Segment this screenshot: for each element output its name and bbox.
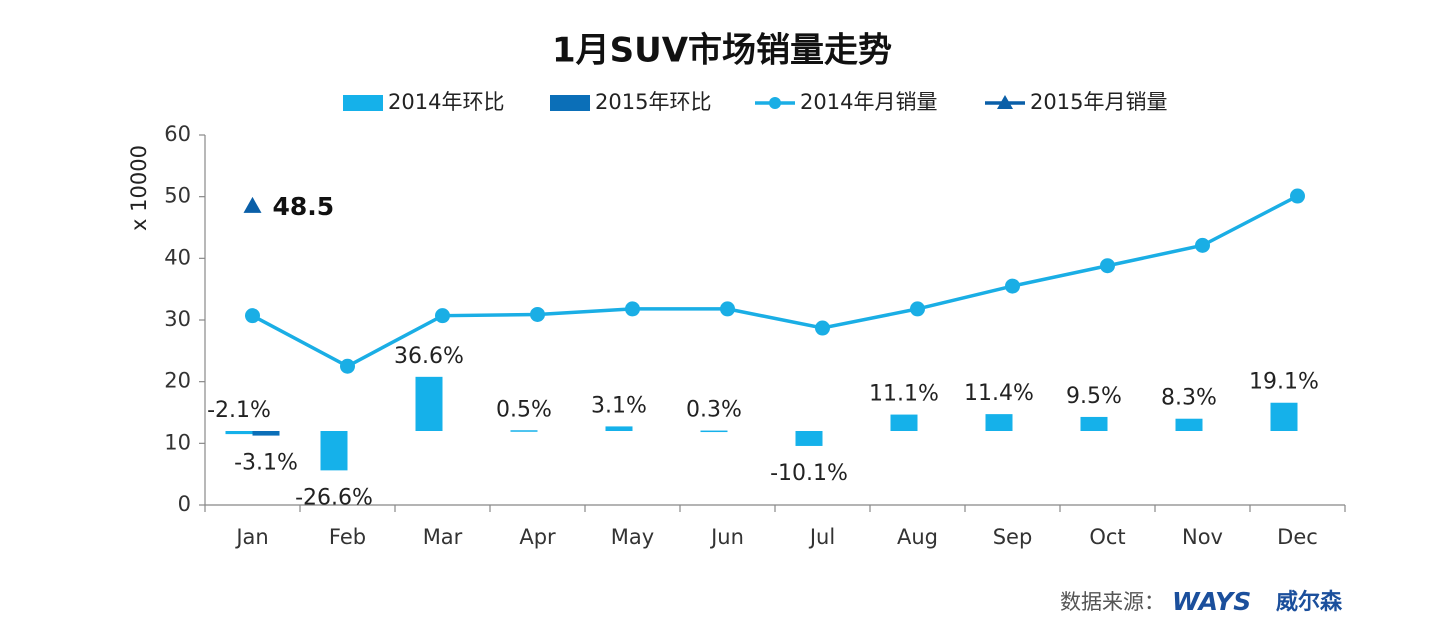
y-tick-label: 30	[164, 307, 191, 331]
data-label: -3.1%	[234, 451, 298, 476]
marker	[625, 301, 640, 317]
data-label: 0.5%	[496, 397, 552, 422]
x-tick-label: Jul	[808, 525, 835, 549]
marker	[1100, 258, 1115, 274]
y-tick-label: 50	[164, 184, 191, 208]
data-label: 0.3%	[686, 398, 742, 423]
x-tick-label: Apr	[519, 525, 556, 549]
marker	[530, 306, 545, 322]
bar	[1080, 416, 1108, 431]
marker	[245, 308, 260, 324]
x-tick-label: Aug	[897, 525, 938, 549]
bar	[1270, 402, 1298, 431]
y-tick-label: 20	[164, 369, 191, 393]
data-label: 36.6%	[394, 344, 464, 369]
legend-label: 2015年月销量	[1030, 90, 1167, 114]
legend-marker	[997, 95, 1013, 109]
bar	[510, 430, 538, 432]
brand-logo: WAYS	[1172, 587, 1251, 616]
marker	[243, 196, 262, 213]
x-tick-label: Sep	[993, 525, 1033, 549]
y-tick-label: 10	[164, 430, 191, 454]
bar	[795, 431, 823, 446]
x-tick-label: Feb	[329, 525, 366, 549]
data-label: 48.5	[273, 192, 335, 221]
marker	[1195, 237, 1210, 253]
data-label: 11.1%	[869, 382, 939, 407]
bar	[320, 431, 348, 471]
legend-label: 2014年环比	[388, 90, 504, 114]
data-label: 8.3%	[1161, 386, 1217, 411]
data-label: 9.5%	[1066, 384, 1122, 409]
bar	[225, 431, 253, 435]
legend-marker	[769, 97, 781, 109]
line	[251, 194, 1299, 369]
data-label: 3.1%	[591, 393, 647, 418]
x-tick-label: May	[611, 525, 654, 549]
chart-title: 1月SUV市场销量走势	[552, 31, 892, 71]
marker	[815, 320, 830, 336]
data-label: 19.1%	[1249, 370, 1319, 395]
legend-swatch	[550, 95, 590, 111]
legend-swatch	[343, 95, 383, 111]
bar	[605, 426, 633, 431]
bar	[890, 414, 918, 431]
x-tick-label: Dec	[1277, 525, 1318, 549]
x-tick-label: Jun	[709, 525, 744, 549]
marker	[720, 301, 735, 317]
marker	[910, 301, 925, 317]
brand-name: 威尔森	[1276, 589, 1343, 615]
bar	[985, 414, 1013, 431]
source-label: 数据来源：	[1060, 590, 1165, 614]
marker	[435, 308, 450, 324]
y-tick-label: 60	[164, 122, 191, 146]
marker	[1005, 278, 1020, 294]
data-label: 11.4%	[964, 381, 1034, 406]
bar	[415, 376, 443, 431]
marker	[340, 358, 355, 374]
y-tick-label: 40	[164, 245, 191, 269]
bar	[1175, 418, 1203, 431]
legend-label: 2014年月销量	[800, 90, 937, 114]
x-tick-label: Jan	[234, 525, 268, 549]
marker	[1290, 188, 1305, 204]
bar	[252, 431, 280, 436]
legend-label: 2015年环比	[595, 90, 711, 114]
x-tick-label: Oct	[1089, 525, 1125, 549]
y-tick-label: 0	[178, 492, 191, 516]
y-axis-label: x 10000	[127, 145, 151, 231]
bar	[700, 430, 728, 433]
x-tick-label: Nov	[1182, 525, 1223, 549]
data-label: -10.1%	[770, 461, 848, 486]
x-tick-label: Mar	[423, 525, 463, 549]
data-label: -26.6%	[295, 485, 373, 510]
data-label: -2.1%	[207, 398, 271, 423]
